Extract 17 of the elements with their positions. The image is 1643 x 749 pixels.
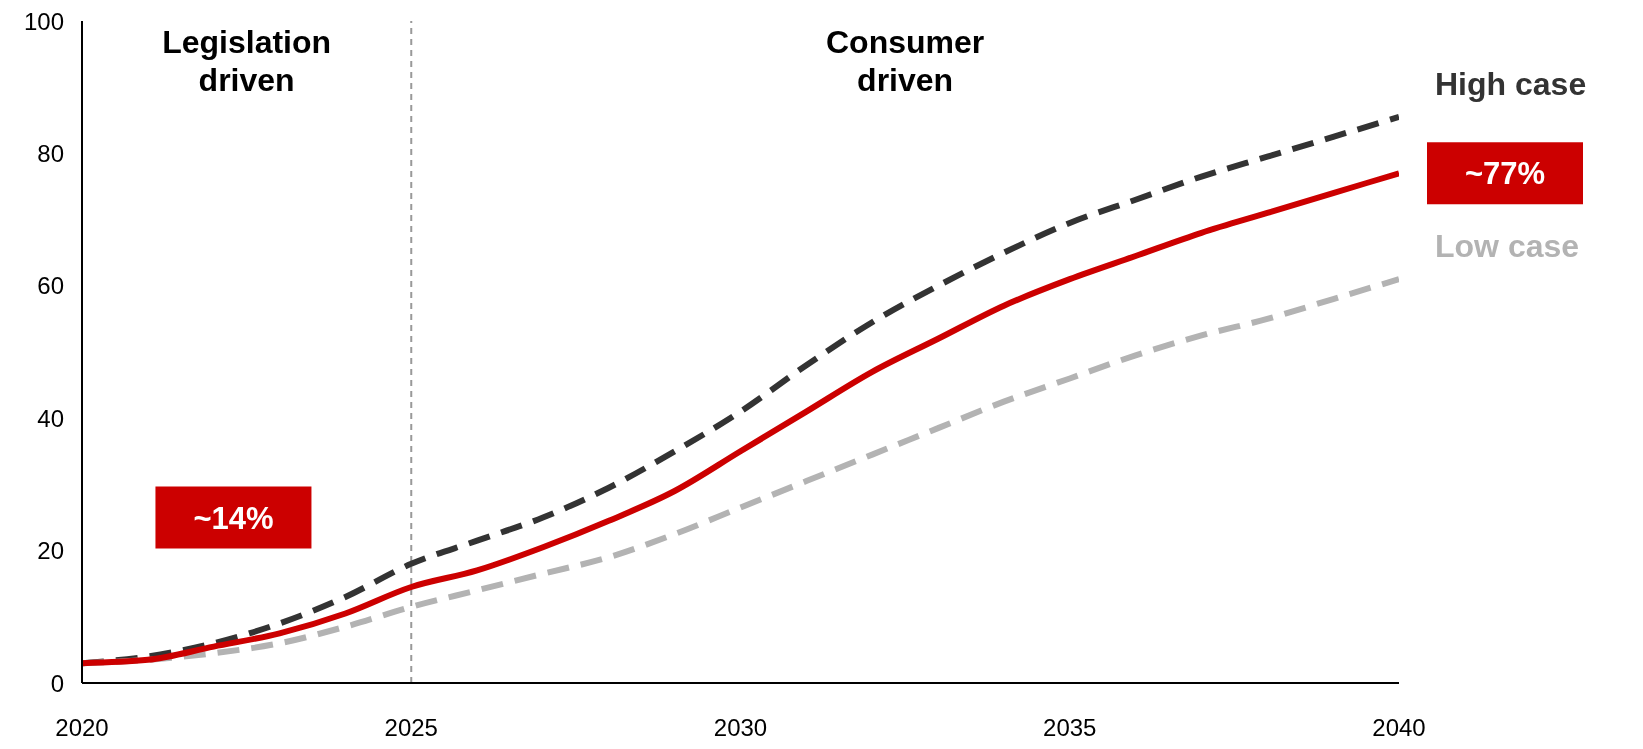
- x-tick-label: 2040: [1372, 714, 1426, 742]
- text: ~77%: [1464, 156, 1546, 192]
- x-tick-label: 2025: [384, 714, 438, 742]
- y-tick-label: 20: [37, 537, 64, 565]
- x-tick-label: 2020: [55, 714, 109, 742]
- y-tick-label: 40: [37, 404, 64, 432]
- annotation: Legislation driven: [162, 24, 332, 98]
- annotation: Consumer driven: [826, 24, 985, 98]
- x-tick-label: 2035: [1043, 714, 1097, 742]
- annotation: ~14%: [193, 500, 274, 536]
- series-label: High case: [1435, 65, 1587, 102]
- y-tick-label: 80: [37, 139, 64, 167]
- series-label: Low case: [1435, 228, 1580, 265]
- y-tick-label: 60: [37, 272, 64, 300]
- x-tick-label: 2030: [713, 714, 768, 742]
- y-tick-label: 0: [50, 669, 64, 697]
- y-tick-label: 100: [23, 7, 64, 35]
